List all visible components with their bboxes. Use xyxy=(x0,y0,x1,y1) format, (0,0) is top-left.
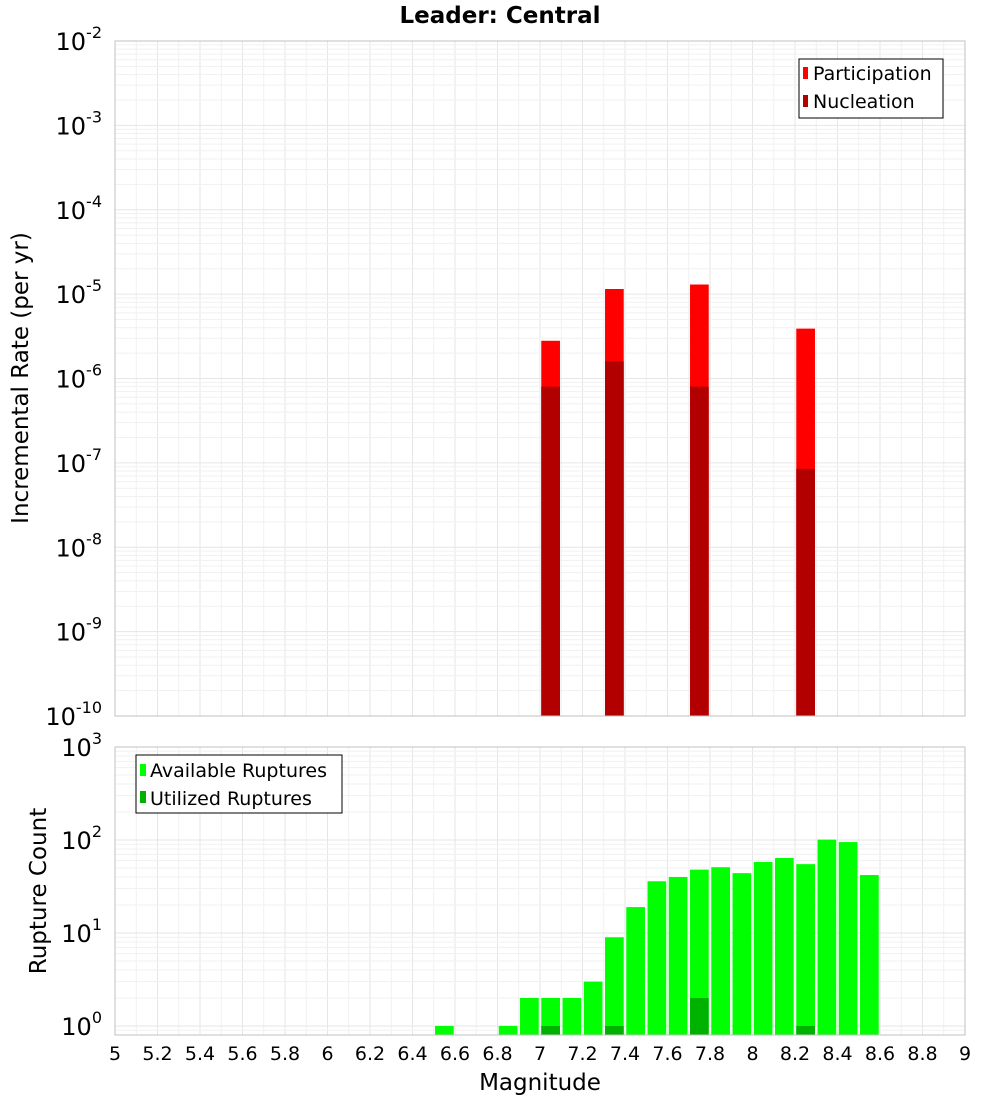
chart-title: Leader: Central xyxy=(400,3,601,29)
rate-y-tick-label: 10-3 xyxy=(56,107,103,140)
count-bar-available-ruptures xyxy=(435,1025,454,1035)
count-legend-box xyxy=(135,754,343,814)
x-tick-label: 8.8 xyxy=(907,1043,937,1065)
rate-legend-box xyxy=(798,58,944,119)
count-bar-available-ruptures xyxy=(775,858,794,1035)
rate-bar-nucleation xyxy=(690,386,709,716)
count-y-tick-label: 103 xyxy=(61,729,102,762)
rate-y-tick-label: 10-2 xyxy=(56,23,103,56)
x-tick-label: 8.6 xyxy=(865,1043,895,1065)
legend-label-utilized: Utilized Ruptures xyxy=(150,788,312,810)
rate-y-axis-title: Incremental Rate (per yr) xyxy=(8,232,34,524)
x-tick-label: 5.2 xyxy=(142,1043,172,1065)
x-tick-label: 6.6 xyxy=(440,1043,470,1065)
count-bar-available-ruptures xyxy=(583,981,603,1035)
count-bar-available-ruptures xyxy=(690,869,709,1035)
legend-swatch-nucleation xyxy=(803,95,808,107)
x-tick-label: 8.4 xyxy=(822,1043,852,1065)
count-y-tick-label: 102 xyxy=(61,822,102,855)
x-tick-label: 5 xyxy=(109,1043,121,1065)
count-legend: Available Ruptures Utilized Ruptures xyxy=(135,754,343,814)
rate-y-tick-label: 10-7 xyxy=(56,445,103,478)
count-y-tick-label: 101 xyxy=(61,915,102,948)
x-tick-label: 7 xyxy=(534,1043,546,1065)
x-tick-label: 5.6 xyxy=(227,1043,257,1065)
legend-label-nucleation: Nucleation xyxy=(813,91,915,113)
count-bar-available-ruptures xyxy=(860,875,879,1035)
count-bar-available-ruptures xyxy=(541,997,560,1035)
count-y-ticks: 100 101 102 103 xyxy=(61,729,102,1041)
count-bar-available-ruptures xyxy=(796,864,815,1035)
count-bar-available-ruptures xyxy=(668,877,688,1035)
count-bar-available-ruptures xyxy=(711,867,730,1035)
x-axis-title: Magnitude xyxy=(479,1070,601,1096)
rate-bar-nucleation xyxy=(605,361,624,716)
count-bar-available-ruptures xyxy=(753,861,773,1035)
rate-plot-border xyxy=(114,40,966,717)
x-tick-label: 5.4 xyxy=(185,1043,215,1065)
count-panel: 100 101 102 103 5 5.2 5.4 5.6 5.8 6 6.2 6.4 6.6 6.8 7… xyxy=(26,729,971,1096)
legend-label-participation: Participation xyxy=(813,63,932,85)
rate-y-tick-label: 10-5 xyxy=(56,276,103,309)
rate-y-tick-label: 10-6 xyxy=(56,361,103,394)
count-bar-available-ruptures xyxy=(498,1025,518,1035)
x-tick-label: 6.2 xyxy=(355,1043,385,1065)
legend-label-available: Available Ruptures xyxy=(150,760,327,782)
count-bars xyxy=(435,839,879,1035)
x-tick-label: 6.8 xyxy=(482,1043,512,1065)
x-tick-label: 7.4 xyxy=(610,1043,640,1065)
count-bar-utilized-ruptures xyxy=(796,1025,815,1035)
rate-bar-nucleation xyxy=(541,386,560,716)
rate-y-tick-label: 10-4 xyxy=(56,192,103,225)
rate-y-tick-label: 10-10 xyxy=(45,698,102,731)
count-bar-available-ruptures xyxy=(562,997,582,1035)
count-x-ticks: 5 5.2 5.4 5.6 5.8 6 6.2 6.4 6.6 6.8 7 7.2 7.4 7.6 7.8 8… xyxy=(109,1043,971,1065)
rate-bars xyxy=(541,284,815,716)
x-tick-label: 5.8 xyxy=(270,1043,300,1065)
count-bar-available-ruptures xyxy=(838,842,858,1035)
rate-y-tick-label: 10-9 xyxy=(56,614,103,647)
rate-bar-nucleation xyxy=(796,468,815,716)
rate-y-tick-label: 10-8 xyxy=(56,529,103,562)
x-tick-label: 9 xyxy=(959,1043,971,1065)
legend-swatch-available xyxy=(140,764,146,776)
x-tick-label: 7.6 xyxy=(652,1043,682,1065)
count-bar-utilized-ruptures xyxy=(690,997,709,1035)
rate-y-ticks: 10-10 10-9 10-8 10-7 10-6 10-5 10-4 10-3 10-2 xyxy=(45,23,102,731)
count-plot-border xyxy=(114,746,966,1036)
legend-swatch-participation xyxy=(803,67,808,79)
x-tick-label: 7.8 xyxy=(695,1043,725,1065)
x-tick-label: 6.4 xyxy=(397,1043,427,1065)
x-tick-label: 7.2 xyxy=(567,1043,597,1065)
count-bar-available-ruptures xyxy=(626,907,645,1035)
count-y-tick-label: 100 xyxy=(61,1008,102,1041)
rate-legend: Participation Nucleation xyxy=(798,58,944,119)
legend-swatch-utilized xyxy=(140,791,146,803)
count-bar-available-ruptures xyxy=(520,997,539,1035)
x-tick-label: 8 xyxy=(746,1043,758,1065)
count-bar-utilized-ruptures xyxy=(605,1025,624,1035)
rate-grid xyxy=(114,40,966,717)
count-y-axis-title: Rupture Count xyxy=(26,808,52,974)
count-bar-available-ruptures xyxy=(605,937,624,1035)
x-tick-label: 8.2 xyxy=(780,1043,810,1065)
x-tick-label: 6 xyxy=(321,1043,333,1065)
count-bar-available-ruptures xyxy=(647,881,667,1035)
rate-panel: 10-10 10-9 10-8 10-7 10-6 10-5 10-4 10-3 10-2 In… xyxy=(8,23,966,731)
count-bar-utilized-ruptures xyxy=(541,1025,560,1035)
count-bar-available-ruptures xyxy=(817,839,837,1035)
count-bar-available-ruptures xyxy=(732,873,752,1035)
